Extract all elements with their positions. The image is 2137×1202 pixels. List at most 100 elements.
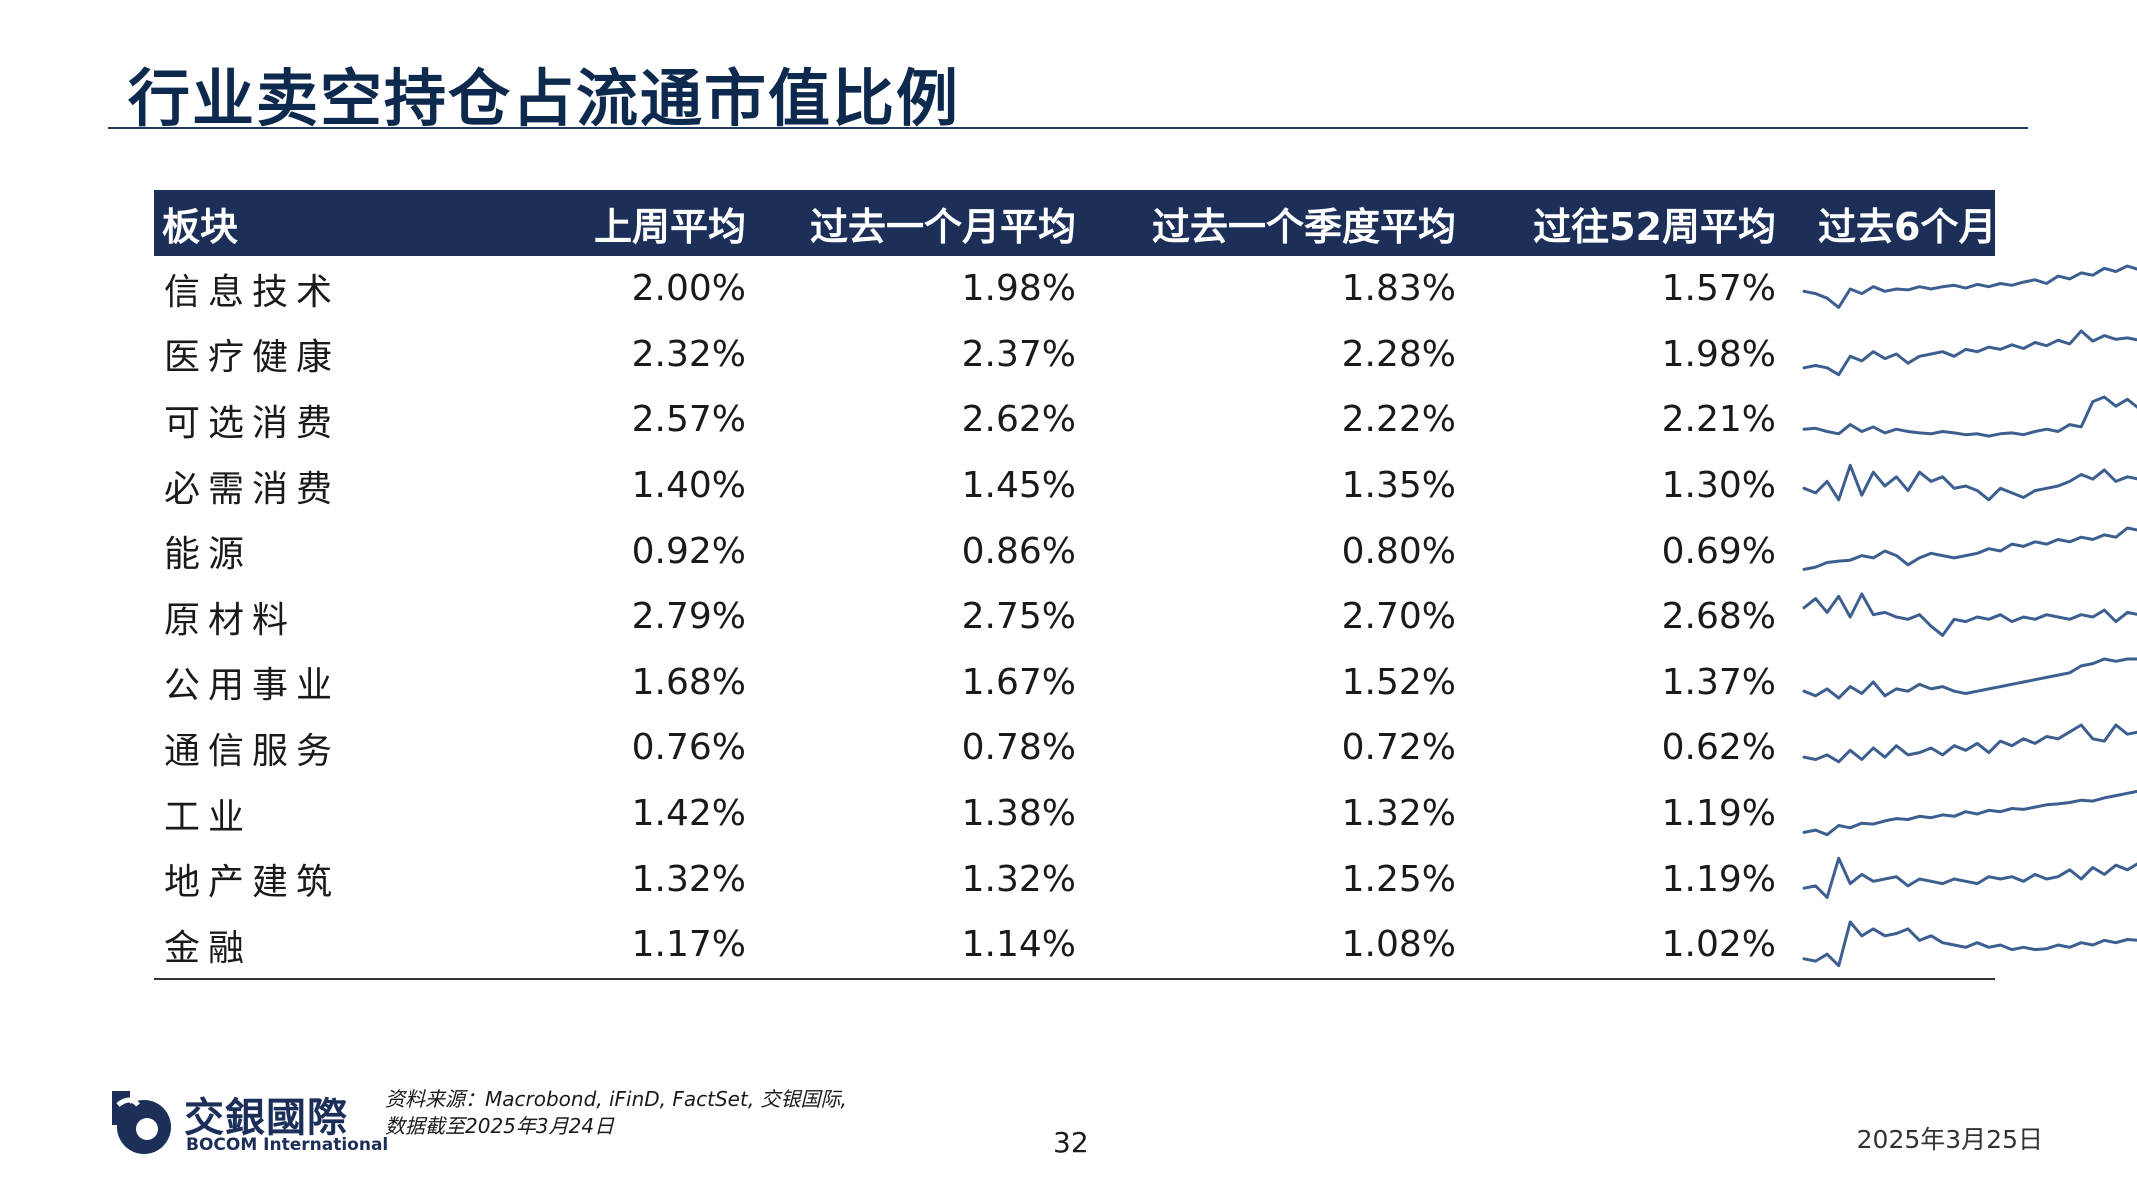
- trend-cell: [1784, 846, 2137, 912]
- sector-cell: 原材料: [164, 599, 297, 641]
- last-week-cell: 1.32%: [631, 858, 746, 900]
- sparkline: [1802, 526, 2137, 572]
- past-month-cell: 1.32%: [961, 858, 1076, 900]
- past-month-cell: 1.98%: [961, 268, 1076, 310]
- sector-cell: 必需消费: [164, 468, 341, 510]
- sector-cell: 医疗健康: [164, 337, 341, 379]
- page-title: 行业卖空持仓占流通市值比例: [128, 62, 961, 135]
- sparkline: [1802, 920, 2137, 967]
- past-52w-cell: 1.30%: [1661, 465, 1776, 507]
- sector-cell: 信息技术: [164, 271, 341, 313]
- short-interest-table-container: 板块 上周平均 过去一个月平均 过去一个季度平均 过往52周平均 过去6个月走势…: [154, 190, 2137, 980]
- sparkline-series: [1802, 526, 2137, 572]
- past-month-cell: 2.62%: [961, 399, 1076, 441]
- bocom-logo-icon: [112, 1091, 171, 1154]
- sparkline-series: [1802, 395, 2137, 438]
- past-52w-cell: 2.68%: [1661, 596, 1776, 638]
- table-row: 工业 1.42% 1.38% 1.32% 1.19%: [154, 781, 2137, 847]
- past-52w-cell: 0.62%: [1661, 727, 1776, 769]
- past-52w-cell: 0.69%: [1661, 530, 1776, 572]
- past-52w-cell: 1.02%: [1464, 911, 1784, 980]
- past-quarter-cell: 2.28%: [1341, 333, 1456, 375]
- logo-chinese-text: 交銀國際: [184, 1095, 348, 1141]
- past-quarter-cell: 1.52%: [1341, 661, 1456, 703]
- sparkline-series: [1802, 723, 2137, 764]
- header-past-52w: 过往52周平均: [1464, 190, 1784, 256]
- past-month-cell: 0.78%: [961, 727, 1076, 769]
- short-interest-table: 板块 上周平均 过去一个月平均 过去一个季度平均 过往52周平均 过去6个月走势…: [154, 190, 2137, 980]
- table-header-row: 板块 上周平均 过去一个月平均 过去一个季度平均 过往52周平均 过去6个月走势: [154, 190, 2072, 256]
- past-52w-cell: 1.37%: [1661, 661, 1776, 703]
- past-quarter-cell: 0.72%: [1341, 727, 1456, 769]
- past-52w-cell: 1.98%: [1661, 333, 1776, 375]
- sparkline: [1802, 264, 2137, 309]
- sector-cell: 能源: [164, 534, 253, 576]
- sector-cell: 公用事业: [164, 665, 341, 707]
- table-row: 通信服务 0.76% 0.78% 0.72% 0.62%: [154, 715, 2137, 781]
- last-week-cell: 2.00%: [631, 268, 746, 310]
- report-date: 2025年3月25日: [1856, 1125, 2043, 1154]
- sparkline-series: [1802, 592, 2137, 637]
- source-line-2: 数据截至2025年3月24日: [385, 1114, 615, 1138]
- sparkline-series: [1802, 789, 2137, 836]
- trend-cell: [1784, 387, 2137, 453]
- header-past-month: 过去一个月平均: [754, 190, 1084, 256]
- last-week-cell: 1.17%: [454, 911, 754, 980]
- table-row: 地产建筑 1.32% 1.32% 1.25% 1.19%: [154, 846, 2137, 912]
- past-quarter-cell: 1.25%: [1341, 858, 1456, 900]
- sparkline: [1802, 657, 2137, 700]
- header-sector: 板块: [154, 190, 454, 256]
- sparkline-series: [1802, 264, 2137, 309]
- past-52w-cell: 1.57%: [1661, 268, 1776, 310]
- sparkline: [1802, 789, 2137, 836]
- sector-cell: 金融: [154, 911, 454, 980]
- sparkline-series: [1802, 463, 2137, 501]
- past-quarter-cell: 1.35%: [1341, 465, 1456, 507]
- sector-cell: 工业: [164, 796, 253, 838]
- past-quarter-cell: 1.08%: [1084, 911, 1464, 980]
- header-6m-trend: 过去6个月走势: [1784, 190, 2072, 256]
- page-number: 32: [1053, 1126, 1089, 1159]
- trend-cell: [1784, 584, 2137, 650]
- past-quarter-cell: 1.83%: [1341, 268, 1456, 310]
- last-week-cell: 2.32%: [631, 333, 746, 375]
- table-row: 医疗健康 2.32% 2.37% 2.28% 1.98%: [154, 322, 2137, 388]
- table-row: 必需消费 1.40% 1.45% 1.35% 1.30%: [154, 453, 2137, 519]
- table-row: 公用事业 1.68% 1.67% 1.52% 1.37%: [154, 650, 2137, 716]
- sparkline: [1802, 592, 2137, 637]
- sparkline-series: [1802, 329, 2137, 377]
- past-month-cell: 1.14%: [754, 911, 1084, 980]
- last-week-cell: 1.40%: [631, 465, 746, 507]
- past-52w-cell: 1.19%: [1661, 858, 1776, 900]
- logo-english-text: BOCOM International: [186, 1135, 389, 1155]
- past-month-cell: 2.75%: [961, 596, 1076, 638]
- last-week-cell: 1.42%: [631, 793, 746, 835]
- title-divider: [108, 127, 2028, 129]
- trend-cell: [1784, 256, 2137, 322]
- sparkline-series: [1802, 657, 2137, 700]
- bocom-logo: 交銀國際 BOCOM International: [108, 1085, 388, 1157]
- trend-cell: [1784, 453, 2137, 519]
- past-quarter-cell: 1.32%: [1341, 793, 1456, 835]
- sparkline: [1802, 463, 2137, 501]
- past-quarter-cell: 2.70%: [1341, 596, 1456, 638]
- past-52w-cell: 1.19%: [1661, 793, 1776, 835]
- sparkline-series: [1802, 920, 2137, 967]
- table-row: 可选消费 2.57% 2.62% 2.22% 2.21%: [154, 387, 2137, 453]
- trend-cell: [1784, 518, 2137, 584]
- source-note: 资料来源：Macrobond, iFinD, FactSet, 交银国际, 数据…: [385, 1086, 847, 1140]
- trend-cell: [1784, 911, 2137, 980]
- trend-cell: [1784, 322, 2137, 388]
- sparkline: [1802, 856, 2137, 900]
- last-week-cell: 2.57%: [631, 399, 746, 441]
- table-row: 信息技术 2.00% 1.98% 1.83% 1.57%: [154, 256, 2137, 322]
- past-month-cell: 2.37%: [961, 333, 1076, 375]
- table-row: 金融 1.17% 1.14% 1.08% 1.02%: [154, 911, 2137, 980]
- sector-cell: 通信服务: [164, 730, 341, 772]
- past-quarter-cell: 2.22%: [1341, 399, 1456, 441]
- past-month-cell: 1.38%: [961, 793, 1076, 835]
- trend-cell: [1784, 650, 2137, 716]
- header-past-quarter: 过去一个季度平均: [1084, 190, 1464, 256]
- sparkline: [1802, 723, 2137, 764]
- source-line-1: 资料来源：Macrobond, iFinD, FactSet, 交银国际,: [385, 1087, 847, 1111]
